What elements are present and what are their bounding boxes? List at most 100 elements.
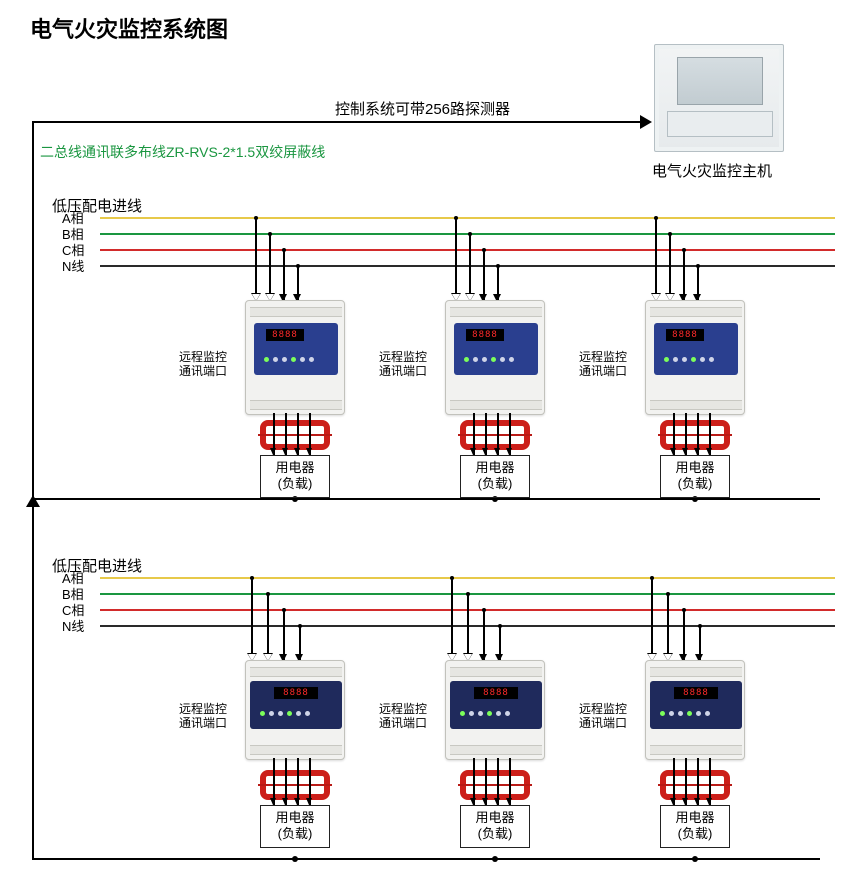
host-screen bbox=[677, 57, 763, 105]
diagram-title: 电气火灾监控系统图 bbox=[30, 12, 228, 44]
detector-unit: 8888 bbox=[235, 660, 355, 760]
junction bbox=[492, 856, 498, 862]
phase-tap-line bbox=[467, 593, 469, 662]
load-box: 用电器(负载) bbox=[460, 805, 530, 848]
detector-leds bbox=[464, 357, 514, 362]
ct-ring bbox=[460, 420, 530, 450]
port-label: 远程监控通讯端口 bbox=[379, 350, 427, 379]
phase-junction bbox=[254, 216, 258, 220]
load-arrow bbox=[282, 448, 288, 455]
phase-tap-line bbox=[469, 233, 471, 302]
load-arrow bbox=[482, 798, 488, 805]
phase-junction bbox=[498, 624, 502, 628]
junction bbox=[692, 856, 698, 862]
phase-junction bbox=[682, 248, 686, 252]
port-label: 远程监控通讯端口 bbox=[579, 350, 627, 379]
phase-tap-line bbox=[451, 577, 453, 662]
port-label: 远程监控通讯端口 bbox=[579, 702, 627, 731]
phase-tap-line bbox=[269, 233, 271, 302]
phase-junction bbox=[654, 216, 658, 220]
load-arrow bbox=[470, 798, 476, 805]
detector-face: 8888 bbox=[454, 323, 538, 375]
load-arrow bbox=[670, 448, 676, 455]
phase-junction bbox=[450, 576, 454, 580]
bus-arrow-right bbox=[640, 115, 652, 129]
detector-face: 8888 bbox=[654, 323, 738, 375]
detector-face: 8888 bbox=[250, 681, 342, 729]
monitor-host bbox=[654, 44, 784, 152]
phase-line bbox=[100, 249, 835, 251]
phase-tap-line bbox=[655, 217, 657, 302]
port-label: 远程监控通讯端口 bbox=[179, 350, 227, 379]
phase-line bbox=[100, 577, 835, 579]
junction bbox=[292, 856, 298, 862]
detector-body: 8888 bbox=[645, 300, 745, 415]
detector-digits: 8888 bbox=[274, 687, 318, 699]
rail bbox=[650, 400, 742, 410]
ct-ring bbox=[260, 770, 330, 800]
phase-junction bbox=[250, 576, 254, 580]
detector-leds bbox=[460, 711, 510, 716]
phase-tap-line bbox=[255, 217, 257, 302]
phase-junction bbox=[296, 264, 300, 268]
phase-junction bbox=[682, 608, 686, 612]
load-arrow bbox=[706, 798, 712, 805]
load-arrow bbox=[294, 798, 300, 805]
phase-junction bbox=[468, 232, 472, 236]
detector-digits: 8888 bbox=[266, 329, 304, 341]
phase-tap-line bbox=[651, 577, 653, 662]
load-arrow bbox=[494, 798, 500, 805]
rail bbox=[450, 400, 542, 410]
detector-unit: 8888 bbox=[435, 300, 555, 415]
detector-body: 8888 bbox=[245, 660, 345, 760]
load-arrow bbox=[482, 448, 488, 455]
load-arrow bbox=[694, 448, 700, 455]
load-arrow bbox=[270, 798, 276, 805]
detector-digits: 8888 bbox=[674, 687, 718, 699]
phase-junction bbox=[282, 248, 286, 252]
rail bbox=[650, 667, 742, 677]
load-box: 用电器(负载) bbox=[260, 805, 330, 848]
detector-digits: 8888 bbox=[466, 329, 504, 341]
load-arrow bbox=[306, 448, 312, 455]
ct-ring bbox=[660, 420, 730, 450]
phase-junction bbox=[282, 608, 286, 612]
detector-leds bbox=[260, 711, 310, 716]
load-arrow bbox=[670, 798, 676, 805]
detector-body: 8888 bbox=[645, 660, 745, 760]
load-arrow bbox=[306, 798, 312, 805]
host-caption: 电气火灾监控主机 bbox=[652, 160, 772, 181]
load-arrow bbox=[682, 448, 688, 455]
detector-unit: 8888 bbox=[235, 300, 355, 415]
phase-line bbox=[100, 265, 835, 267]
ct-ring bbox=[460, 770, 530, 800]
port-label: 远程监控通讯端口 bbox=[179, 702, 227, 731]
phase-junction bbox=[266, 592, 270, 596]
load-arrow bbox=[506, 798, 512, 805]
rail bbox=[650, 745, 742, 755]
phase-tap-line bbox=[667, 593, 669, 662]
bus-left-vertical bbox=[32, 121, 34, 858]
phase-junction bbox=[298, 624, 302, 628]
phase-label: N线 bbox=[62, 256, 84, 275]
bus-spec-label: 二总线通讯联多布线ZR-RVS-2*1.5双绞屏蔽线 bbox=[40, 142, 325, 162]
detector-body: 8888 bbox=[445, 300, 545, 415]
phase-junction bbox=[482, 248, 486, 252]
phase-junction bbox=[482, 608, 486, 612]
detector-body: 8888 bbox=[245, 300, 345, 415]
load-arrow bbox=[694, 798, 700, 805]
load-arrow bbox=[706, 448, 712, 455]
host-panel bbox=[667, 111, 773, 137]
load-arrow bbox=[294, 448, 300, 455]
load-box: 用电器(负载) bbox=[660, 805, 730, 848]
bus-arrow-up-1 bbox=[26, 495, 40, 507]
detector-digits: 8888 bbox=[474, 687, 518, 699]
rail bbox=[250, 400, 342, 410]
detector-body: 8888 bbox=[445, 660, 545, 760]
detector-unit: 8888 bbox=[635, 660, 755, 760]
detector-unit: 8888 bbox=[435, 660, 555, 760]
phase-tap-line bbox=[267, 593, 269, 662]
phase-tap-line bbox=[251, 577, 253, 662]
rail bbox=[450, 745, 542, 755]
load-arrow bbox=[270, 448, 276, 455]
